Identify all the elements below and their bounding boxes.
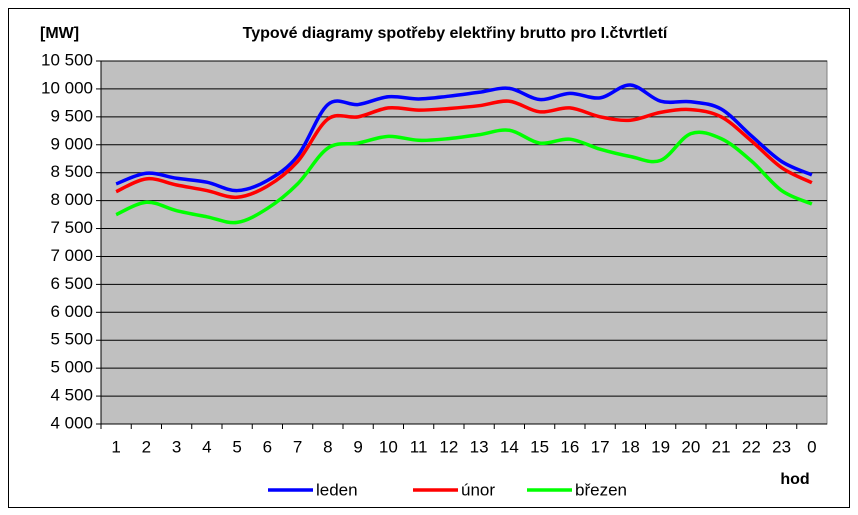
x-tick-label: 18	[621, 437, 640, 456]
y-tick-label: 8 500	[50, 162, 93, 181]
line-series	[115, 99, 813, 200]
x-tick-label: 2	[142, 437, 151, 456]
y-axis-label: [MW]	[40, 25, 79, 42]
x-tick-label: 14	[500, 437, 519, 456]
legend-label: únor	[461, 480, 495, 499]
y-tick-label: 10 500	[41, 50, 93, 69]
line-series	[115, 83, 813, 193]
x-tick-label: 8	[323, 437, 332, 456]
x-tick-label: 4	[202, 437, 211, 456]
x-tick-label: 6	[263, 437, 272, 456]
x-tick-label: 20	[681, 437, 700, 456]
line-series	[115, 128, 813, 225]
x-tick-label: 10	[379, 437, 398, 456]
y-tick-label: 4 500	[50, 386, 93, 405]
y-tick-label: 6 000	[50, 302, 93, 321]
x-tick-label: 15	[530, 437, 549, 456]
x-tick-label: 12	[439, 437, 458, 456]
x-tick-label: 1	[111, 437, 120, 456]
x-tick-label: 5	[232, 437, 241, 456]
x-tick-label: 13	[470, 437, 489, 456]
y-tick-label: 6 500	[50, 274, 93, 293]
x-tick-label: 17	[591, 437, 610, 456]
plot-area	[100, 60, 828, 425]
y-tick-label: 7 500	[50, 218, 93, 237]
x-tick-label: 0	[807, 437, 816, 456]
y-tick-label: 8 000	[50, 190, 93, 209]
legend-label: leden	[316, 480, 358, 499]
y-tick-label: 5 000	[50, 358, 93, 377]
x-tick-label: 23	[772, 437, 791, 456]
legend-label: březen	[575, 480, 627, 499]
y-tick-label: 7 000	[50, 246, 93, 265]
x-tick-label: 19	[651, 437, 670, 456]
x-tick-label: 11	[410, 437, 428, 456]
y-tick-label: 9 000	[50, 134, 93, 153]
x-tick-label: 3	[172, 437, 181, 456]
y-tick-label: 9 500	[50, 106, 93, 125]
x-tick-label: 16	[560, 437, 579, 456]
x-axis-label: hod	[780, 471, 809, 488]
y-tick-label: 4 000	[50, 413, 93, 432]
x-tick-label: 22	[742, 437, 761, 456]
x-tick-label: 7	[293, 437, 302, 456]
x-tick-label: 21	[712, 437, 731, 456]
chart-title: Typové diagramy spotřeby elektřiny brutt…	[243, 25, 668, 42]
y-tick-label: 5 500	[50, 330, 93, 349]
y-tick-label: 10 000	[41, 78, 93, 97]
x-tick-label: 9	[353, 437, 362, 456]
